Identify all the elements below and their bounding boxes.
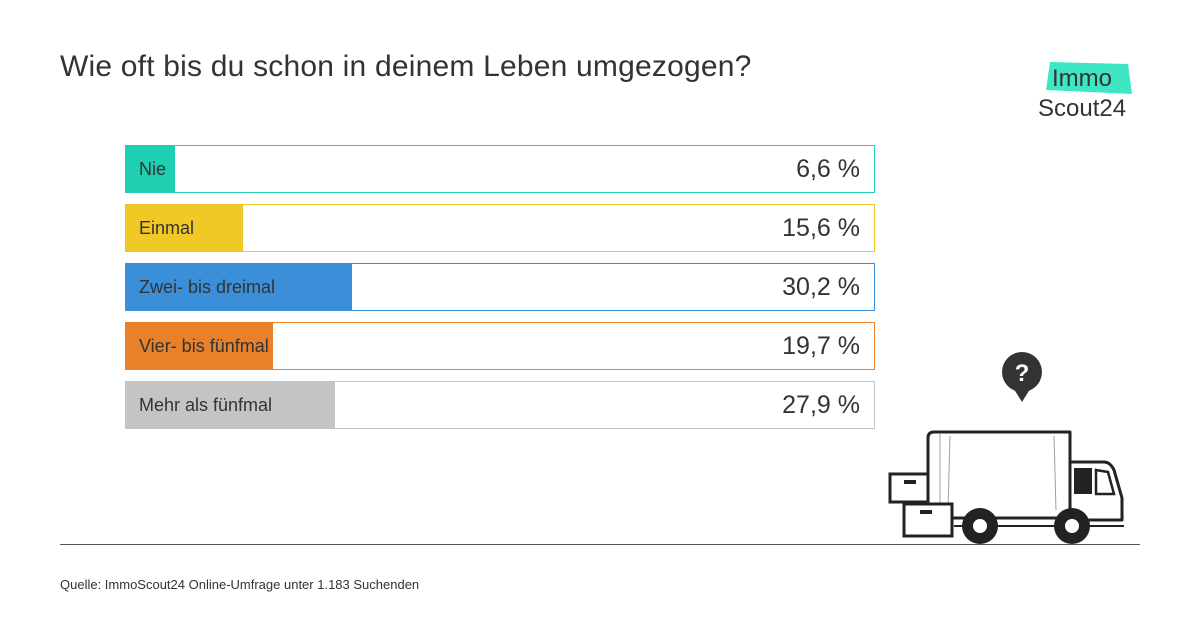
bar-chart: Nie 6,6 % Einmal 15,6 % Zwei- bis dreimal 30,… xyxy=(125,145,875,440)
bar xyxy=(126,205,243,251)
category-label: Zwei- bis dreimal xyxy=(139,277,276,297)
value-label: 6,6 % xyxy=(796,155,860,183)
source-note: Quelle: ImmoScout24 Online-Umfrage unter… xyxy=(60,577,420,592)
logo-text-scout24: Scout24 xyxy=(1038,95,1126,122)
bar-row: Nie 6,6 % xyxy=(125,145,875,193)
value-label: 19,7 % xyxy=(782,332,860,360)
moving-truck-icon: ? xyxy=(888,352,1124,544)
bar-row: Mehr als fünfmal 27,9 % xyxy=(125,381,875,429)
chart-title: Wie oft bis du schon in deinem Leben umg… xyxy=(60,50,752,83)
bar xyxy=(126,264,352,310)
category-label: Nie xyxy=(139,159,167,179)
svg-text:?: ? xyxy=(1015,360,1030,387)
bar xyxy=(126,323,274,369)
bar-row: Vier- bis fünfmal 19,7 % xyxy=(125,322,875,370)
category-label: Einmal xyxy=(139,218,195,238)
value-label: 15,6 % xyxy=(782,214,860,242)
bar xyxy=(126,382,335,428)
value-label: 30,2 % xyxy=(782,273,860,301)
divider xyxy=(60,544,1140,545)
bar-row: Einmal 15,6 % xyxy=(125,204,875,252)
logo-text-immo: Immo xyxy=(1052,65,1112,92)
category-label: Mehr als fünfmal xyxy=(139,395,273,415)
category-label: Vier- bis fünfmal xyxy=(139,336,269,356)
value-label: 27,9 % xyxy=(782,391,860,419)
question-mark-pin-icon: ? xyxy=(1002,352,1042,402)
immoscout24-logo: Immo Scout24 xyxy=(1038,62,1132,122)
bar xyxy=(126,146,176,192)
bar-row: Zwei- bis dreimal 30,2 % xyxy=(125,263,875,311)
